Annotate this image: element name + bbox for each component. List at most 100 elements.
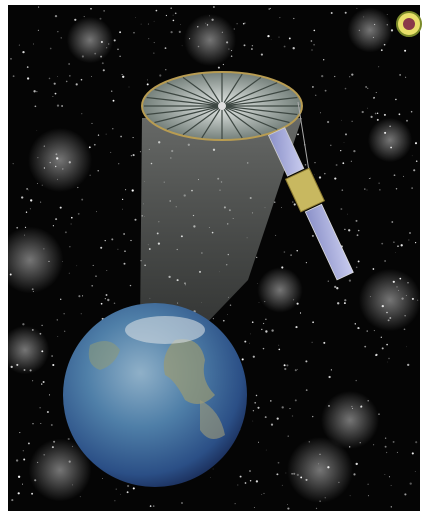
star: [129, 284, 132, 287]
star: [104, 239, 106, 242]
star: [21, 483, 24, 485]
star: [119, 31, 122, 34]
star: [390, 29, 394, 32]
star: [367, 107, 368, 109]
star: [70, 223, 72, 225]
star: [341, 119, 342, 121]
star: [364, 345, 367, 348]
star: [252, 420, 254, 422]
star: [375, 354, 377, 357]
star: [411, 297, 414, 300]
dish-rib: [221, 73, 243, 107]
star: [41, 324, 43, 327]
star: [29, 369, 32, 372]
star: [89, 174, 91, 176]
star: [251, 321, 254, 324]
star: [53, 440, 56, 443]
star: [103, 10, 105, 12]
star: [23, 369, 26, 371]
star: [68, 460, 71, 463]
star: [275, 234, 277, 236]
star: [367, 495, 370, 497]
star: [113, 39, 116, 42]
star: [401, 297, 404, 300]
star: [287, 435, 289, 437]
star: [255, 394, 258, 397]
star: [311, 234, 314, 237]
star: [320, 112, 321, 114]
star: [91, 76, 92, 77]
star: [153, 52, 155, 54]
star: [285, 472, 287, 474]
star: [132, 154, 135, 157]
continent: [200, 400, 225, 439]
star: [344, 87, 347, 90]
star: [124, 250, 126, 252]
star: [296, 473, 299, 477]
star: [279, 17, 281, 19]
star: [21, 196, 24, 199]
star: [386, 14, 388, 15]
star: [384, 131, 387, 134]
star: [149, 505, 152, 507]
star: [288, 37, 291, 40]
star: [273, 201, 276, 203]
star: [395, 98, 397, 101]
dish-rib: [154, 88, 223, 107]
star-cluster: [320, 390, 380, 450]
star: [310, 40, 313, 42]
star: [209, 15, 210, 17]
star: [37, 157, 39, 159]
star: [410, 110, 413, 113]
star: [122, 208, 123, 210]
star: [375, 91, 377, 93]
star: [343, 302, 346, 305]
star: [323, 59, 325, 61]
star: [404, 49, 407, 52]
satellite-bus: [284, 167, 326, 213]
star: [296, 368, 298, 370]
star: [120, 135, 122, 138]
star: [270, 423, 274, 426]
star: [355, 219, 358, 222]
star: [62, 168, 64, 170]
star: [312, 321, 314, 324]
star: [271, 329, 274, 332]
star: [255, 480, 259, 483]
star: [48, 394, 51, 396]
star: [284, 367, 287, 371]
star: [205, 22, 207, 24]
star: [378, 413, 380, 415]
star: [170, 30, 173, 34]
star: [250, 48, 253, 50]
star: [77, 212, 80, 215]
star: [15, 459, 19, 462]
dish-rib: [221, 88, 290, 107]
star: [270, 39, 272, 40]
dish-rib: [221, 105, 278, 130]
star: [61, 105, 64, 107]
star: [36, 130, 38, 132]
star: [56, 104, 60, 107]
star: [16, 363, 19, 366]
star: [360, 405, 363, 408]
star: [134, 218, 137, 221]
star: [32, 380, 34, 382]
star: [230, 55, 233, 57]
star: [415, 160, 418, 162]
star: [258, 302, 260, 303]
star: [52, 225, 54, 227]
star: [125, 189, 127, 191]
star: [334, 177, 337, 180]
star: [384, 445, 387, 448]
star: [34, 479, 37, 482]
star: [10, 365, 13, 369]
star: [57, 76, 58, 77]
star: [311, 49, 313, 51]
dish-rib: [201, 105, 223, 139]
star: [384, 437, 387, 439]
star: [318, 463, 320, 465]
star: [351, 120, 353, 122]
star: [91, 284, 94, 287]
